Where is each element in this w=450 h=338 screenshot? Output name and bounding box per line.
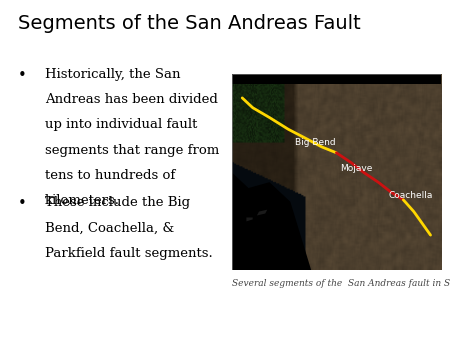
Text: Mojave: Mojave <box>341 164 373 173</box>
Text: Parkfield fault segments.: Parkfield fault segments. <box>45 247 213 260</box>
Text: tens to hundreds of: tens to hundreds of <box>45 169 175 182</box>
Text: Coachella: Coachella <box>389 191 433 200</box>
Text: Bend, Coachella, &: Bend, Coachella, & <box>45 221 174 234</box>
Text: Historically, the San: Historically, the San <box>45 68 180 80</box>
Text: segments that range from: segments that range from <box>45 144 219 156</box>
Text: Several segments of the  San Andreas fault in Southern California.: Several segments of the San Andreas faul… <box>232 279 450 288</box>
Polygon shape <box>257 210 267 216</box>
Polygon shape <box>247 217 253 221</box>
Text: Andreas has been divided: Andreas has been divided <box>45 93 218 106</box>
Text: •: • <box>18 68 27 82</box>
Text: kilometers.: kilometers. <box>45 194 120 207</box>
Text: These include the Big: These include the Big <box>45 196 190 209</box>
Text: •: • <box>18 196 27 211</box>
Text: Big Bend: Big Bend <box>294 139 335 147</box>
Polygon shape <box>232 74 441 84</box>
Text: Segments of the San Andreas Fault: Segments of the San Andreas Fault <box>18 14 361 32</box>
Text: up into individual fault: up into individual fault <box>45 118 198 131</box>
Polygon shape <box>232 172 311 270</box>
